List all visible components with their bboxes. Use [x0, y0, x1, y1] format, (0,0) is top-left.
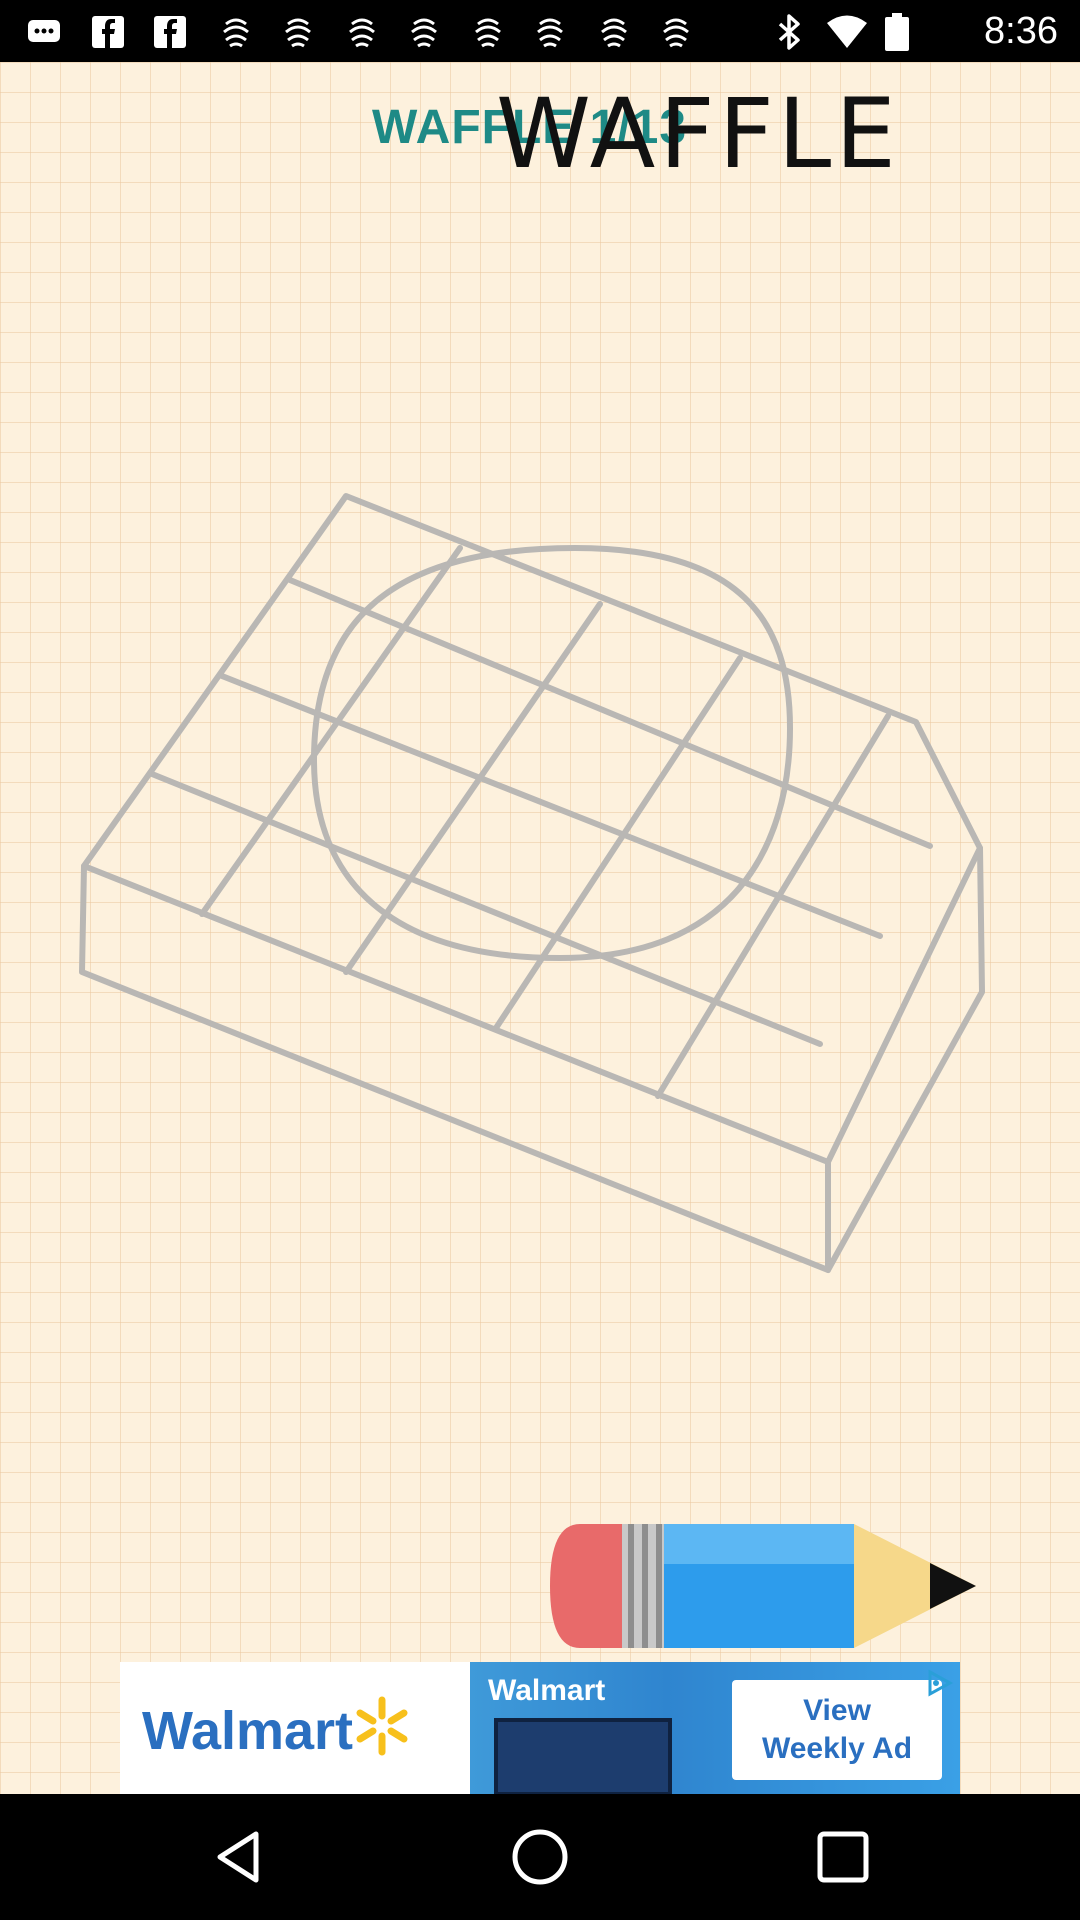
clock: 8:36 — [984, 10, 1058, 52]
app-notification-icon — [475, 18, 501, 48]
facebook-icon — [154, 16, 186, 48]
app-notification-icon — [411, 18, 437, 48]
app-notification-icon — [663, 18, 689, 48]
recents-icon[interactable] — [810, 1824, 876, 1890]
drawing-canvas[interactable]: WAFFLE 1/13 WAFFLE — [0, 62, 1080, 1794]
wifi-icon — [827, 15, 867, 48]
step-title: WAFFLE 1/13 — [372, 101, 688, 154]
ad-brand: Walmart — [142, 1701, 354, 1761]
back-icon[interactable] — [206, 1824, 272, 1890]
app-notification-icon — [349, 18, 375, 48]
pencil-icon[interactable] — [550, 1522, 976, 1650]
app-notification-icon — [537, 18, 563, 48]
messages-icon — [28, 20, 60, 42]
app-notification-icon — [223, 18, 249, 48]
view-weekly-ad-button[interactable]: View Weekly Ad — [732, 1680, 942, 1780]
bluetooth-icon — [778, 14, 800, 50]
app-notification-icon — [285, 18, 311, 48]
tv-image — [494, 1718, 672, 1794]
ad-banner[interactable]: Walmart Walmart View Weekly Ad — [120, 1662, 960, 1794]
cta-line-1: View — [803, 1694, 871, 1727]
waffle-sketch — [79, 493, 985, 1273]
ad-choices-icon[interactable] — [924, 1668, 954, 1698]
facebook-icon — [92, 16, 124, 48]
ad-photo: Walmart View Weekly Ad — [470, 1662, 960, 1794]
walmart-spark-icon — [356, 1696, 408, 1756]
app-notification-icon — [601, 18, 627, 48]
cta-line-2: Weekly Ad — [761, 1732, 913, 1765]
status-bar: 8:36 — [0, 0, 1080, 62]
navigation-bar — [0, 1794, 1080, 1920]
home-icon[interactable] — [507, 1824, 573, 1890]
ad-photo-label: Walmart — [488, 1674, 606, 1707]
battery-icon — [885, 13, 909, 51]
word-title: WAFFLE — [496, 78, 900, 190]
